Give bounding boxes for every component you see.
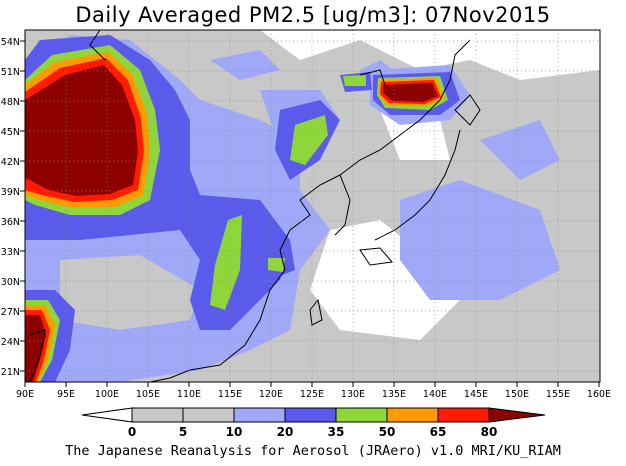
colorbar-label: 80 bbox=[481, 425, 498, 439]
lon-tick-label: 140E bbox=[423, 389, 447, 400]
lat-tick-label: 36N bbox=[1, 217, 20, 228]
lat-tick-label: 30N bbox=[1, 277, 20, 288]
colorbar-segment bbox=[488, 407, 546, 423]
colorbar-segment bbox=[182, 407, 235, 423]
lon-tick-label: 115E bbox=[218, 389, 242, 400]
lon-tick-label: 160E bbox=[587, 389, 611, 400]
lon-tick-label: 145E bbox=[464, 389, 488, 400]
colorbar-segment bbox=[233, 407, 286, 423]
colorbar-segment bbox=[81, 407, 133, 423]
lon-tick-label: 155E bbox=[546, 389, 570, 400]
lon-tick-label: 110E bbox=[177, 389, 201, 400]
lat-tick-label: 33N bbox=[1, 247, 20, 258]
lat-tick-label: 48N bbox=[1, 97, 20, 108]
lat-tick-labels: 21N 24N 27N 30N 33N 36N 39N 42N 45N 48N … bbox=[1, 37, 20, 378]
lon-tick-label: 120E bbox=[259, 389, 283, 400]
colorbar-label: 65 bbox=[430, 425, 447, 439]
lon-tick-label: 150E bbox=[505, 389, 529, 400]
lat-tick-label: 51N bbox=[1, 67, 20, 78]
lat-tick-label: 39N bbox=[1, 187, 20, 198]
colorbar-segment bbox=[386, 407, 439, 423]
lon-tick-label: 90E bbox=[16, 389, 34, 400]
lat-tick-label: 27N bbox=[1, 307, 20, 318]
lon-tick-label: 135E bbox=[382, 389, 406, 400]
map-title: Daily Averaged PM2.5 [ug/m3]: 07Nov2015 bbox=[75, 3, 551, 27]
colorbar-label: 0 bbox=[128, 425, 136, 439]
lon-tick-label: 125E bbox=[300, 389, 324, 400]
colorbar-label: 50 bbox=[379, 425, 396, 439]
tick-marks bbox=[20, 40, 600, 387]
lon-tick-label: 105E bbox=[136, 389, 160, 400]
colorbar-segment bbox=[335, 407, 388, 423]
colorbar-segment bbox=[131, 407, 184, 423]
lon-tick-label: 100E bbox=[95, 389, 119, 400]
lat-tick-label: 21N bbox=[1, 367, 20, 378]
colorbar-segment bbox=[437, 407, 490, 423]
map-area bbox=[25, 30, 600, 382]
lat-tick-label: 45N bbox=[1, 127, 20, 138]
colorbar-label: 20 bbox=[277, 425, 294, 439]
colorbar-label: 35 bbox=[328, 425, 345, 439]
lat-tick-label: 54N bbox=[1, 37, 20, 48]
lat-tick-label: 24N bbox=[1, 337, 20, 348]
lon-tick-label: 130E bbox=[341, 389, 365, 400]
grid-lines bbox=[25, 30, 600, 382]
colorbar-segment bbox=[284, 407, 337, 423]
lat-tick-label: 42N bbox=[1, 157, 20, 168]
contour-80-plus bbox=[25, 65, 438, 382]
colorbar-label: 10 bbox=[226, 425, 243, 439]
colorbar-labels: 0 5 10 20 35 50 65 80 bbox=[128, 425, 498, 439]
lon-tick-labels: 90E 95E 100E 105E 110E 115E 120E 125E 13… bbox=[16, 389, 611, 400]
lon-tick-label: 95E bbox=[57, 389, 75, 400]
colorbar-label: 5 bbox=[179, 425, 187, 439]
colorbar bbox=[81, 407, 546, 423]
credit-line: The Japanese Reanalysis for Aerosol (JRA… bbox=[65, 443, 561, 459]
